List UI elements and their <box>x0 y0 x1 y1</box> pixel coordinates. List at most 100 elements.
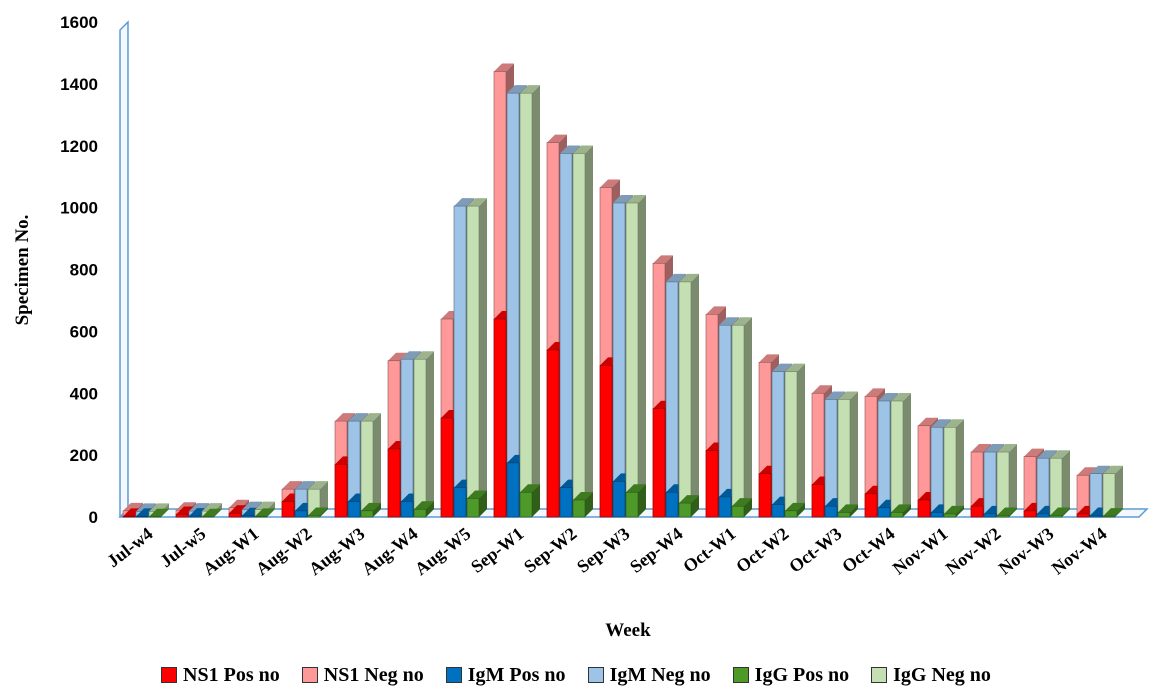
legend-item-igg-neg-no: IgG Neg no <box>871 664 991 687</box>
x-tick-label: Nov-W3 <box>995 523 1058 578</box>
y-tick-label: 1600 <box>60 13 98 32</box>
bar-igg-neg-no <box>1102 465 1123 518</box>
bar-igg-pos-no <box>466 490 487 518</box>
bar-igg-pos-no <box>784 502 805 518</box>
y-axis-title: Specimen No. <box>12 215 33 326</box>
x-tick-label: Aug-W5 <box>411 523 475 579</box>
x-tick-label: Sep-W4 <box>626 523 686 576</box>
y-tick-label: 1200 <box>60 137 98 156</box>
x-tick-label: Nov-W1 <box>889 523 952 578</box>
legend-swatch <box>587 667 604 683</box>
category-aug-w5 <box>440 198 487 518</box>
y-tick-label: 1000 <box>60 199 98 218</box>
bar-igg-pos-no <box>413 501 434 518</box>
legend-item-igg-pos-no: IgG Pos no <box>732 663 850 687</box>
bar-igg-neg-no <box>837 391 858 518</box>
bar-igg-neg-no <box>572 145 593 518</box>
bar-igg-pos-no <box>996 507 1017 518</box>
x-axis-title: Week <box>605 620 651 641</box>
category-sep-w1 <box>493 63 540 518</box>
bar-groups <box>122 63 1123 518</box>
legend-label: NS1 Neg no <box>323 663 424 686</box>
y-tick-label: 400 <box>70 384 98 403</box>
category-nov-w1 <box>917 417 964 518</box>
category-nov-w2 <box>970 444 1017 518</box>
bar-igg-pos-no <box>307 507 328 518</box>
category-oct-w1 <box>705 306 752 518</box>
bar-igg-neg-no <box>413 351 434 518</box>
category-nov-w3 <box>1023 448 1070 518</box>
category-sep-w2 <box>546 134 593 518</box>
legend-item-ns1-pos-no: NS1 Pos no <box>161 664 280 687</box>
x-tick-label: Sep-W2 <box>520 523 580 576</box>
bar-igg-pos-no <box>1049 507 1070 518</box>
x-tick-label: Nov-W2 <box>942 523 1005 578</box>
bar-igg-pos-no <box>837 504 858 518</box>
y-axis-wall <box>119 20 129 517</box>
bar-igg-pos-no <box>201 508 222 518</box>
legend-item-igm-neg-no: IgM Neg no <box>587 663 711 687</box>
bar-igg-pos-no <box>572 491 593 518</box>
bar-igg-neg-no <box>996 444 1017 518</box>
x-tick-label: Aug-W2 <box>252 523 316 579</box>
legend-swatch <box>871 667 888 683</box>
bar-igg-neg-no <box>943 419 964 518</box>
bar-igg-pos-no <box>1102 508 1123 518</box>
bar-igg-neg-no <box>890 392 911 518</box>
legend-label: IgG Neg no <box>893 663 991 686</box>
legend-label: IgM Pos no <box>467 663 566 686</box>
category-sep-w4 <box>652 255 699 518</box>
chart: 0 200 400 600 800 1000 1200 1400 1600 Jul-w4 Jul-… <box>12 13 1149 641</box>
category-oct-w3 <box>811 385 858 518</box>
legend-label: IgG Pos no <box>754 663 850 686</box>
bar-igg-neg-no <box>1049 450 1070 518</box>
x-tick-label: Oct-W1 <box>679 523 739 576</box>
x-tick-label: Aug-W3 <box>305 523 369 579</box>
category-oct-w2 <box>758 354 805 518</box>
bar-igg-neg-no <box>731 317 752 518</box>
bar-igg-pos-no <box>625 484 646 518</box>
legend-swatch <box>732 667 749 683</box>
legend-swatch <box>445 667 462 683</box>
category-nov-w4 <box>1076 465 1123 518</box>
category-aug-w4 <box>387 351 434 518</box>
y-tick-label: 1400 <box>60 75 98 94</box>
bar-igg-neg-no <box>625 194 646 518</box>
y-tick-label: 800 <box>70 261 98 280</box>
bar-igg-pos-no <box>943 505 964 518</box>
y-ticks: 0 200 400 600 800 1000 1200 1400 1600 <box>60 13 98 527</box>
legend-label: NS1 Pos no <box>183 663 280 686</box>
category-aug-w3 <box>334 413 381 518</box>
bar-igg-pos-no <box>360 502 381 518</box>
bar-igg-pos-no <box>731 498 752 518</box>
y-tick-label: 200 <box>70 446 98 465</box>
x-tick-label: Aug-W1 <box>199 523 263 579</box>
x-tick-label: Aug-W4 <box>358 523 422 579</box>
legend-swatch <box>161 667 178 683</box>
bar-igg-neg-no <box>678 273 699 518</box>
x-tick-label: Sep-W1 <box>467 523 527 576</box>
category-aug-w1 <box>228 499 275 518</box>
category-sep-w3 <box>599 179 646 518</box>
legend-label: IgM Neg no <box>609 663 711 686</box>
category-aug-w2 <box>281 481 328 518</box>
bar-igg-neg-no <box>360 413 381 518</box>
bar-igg-pos-no <box>254 508 275 518</box>
legend-item-igm-pos-no: IgM Pos no <box>445 663 566 687</box>
bar-igg-neg-no <box>784 363 805 518</box>
bar-igg-neg-no <box>519 85 540 518</box>
category-jul-w4 <box>122 502 169 518</box>
bar-igg-pos-no <box>890 504 911 518</box>
x-tick-label: Oct-W2 <box>732 523 792 576</box>
x-tick-label: Sep-W3 <box>573 523 633 576</box>
bar-igg-neg-no <box>466 198 487 518</box>
bar-igg-pos-no <box>148 508 169 518</box>
x-ticks: Jul-w4 Jul-w5Aug-W1Aug-W2Aug-W3Aug-W4Aug-… <box>103 523 1110 579</box>
x-tick-label: Oct-W4 <box>838 523 898 576</box>
x-tick-label: Jul-w4 <box>103 523 156 571</box>
x-tick-label: Oct-W3 <box>785 523 845 576</box>
y-tick-label: 600 <box>70 322 98 341</box>
legend: NS1 Pos no NS1 Neg no IgM Pos no IgM Neg no… <box>0 660 1152 690</box>
category-jul-w5 <box>175 502 222 518</box>
legend-swatch <box>301 667 318 683</box>
